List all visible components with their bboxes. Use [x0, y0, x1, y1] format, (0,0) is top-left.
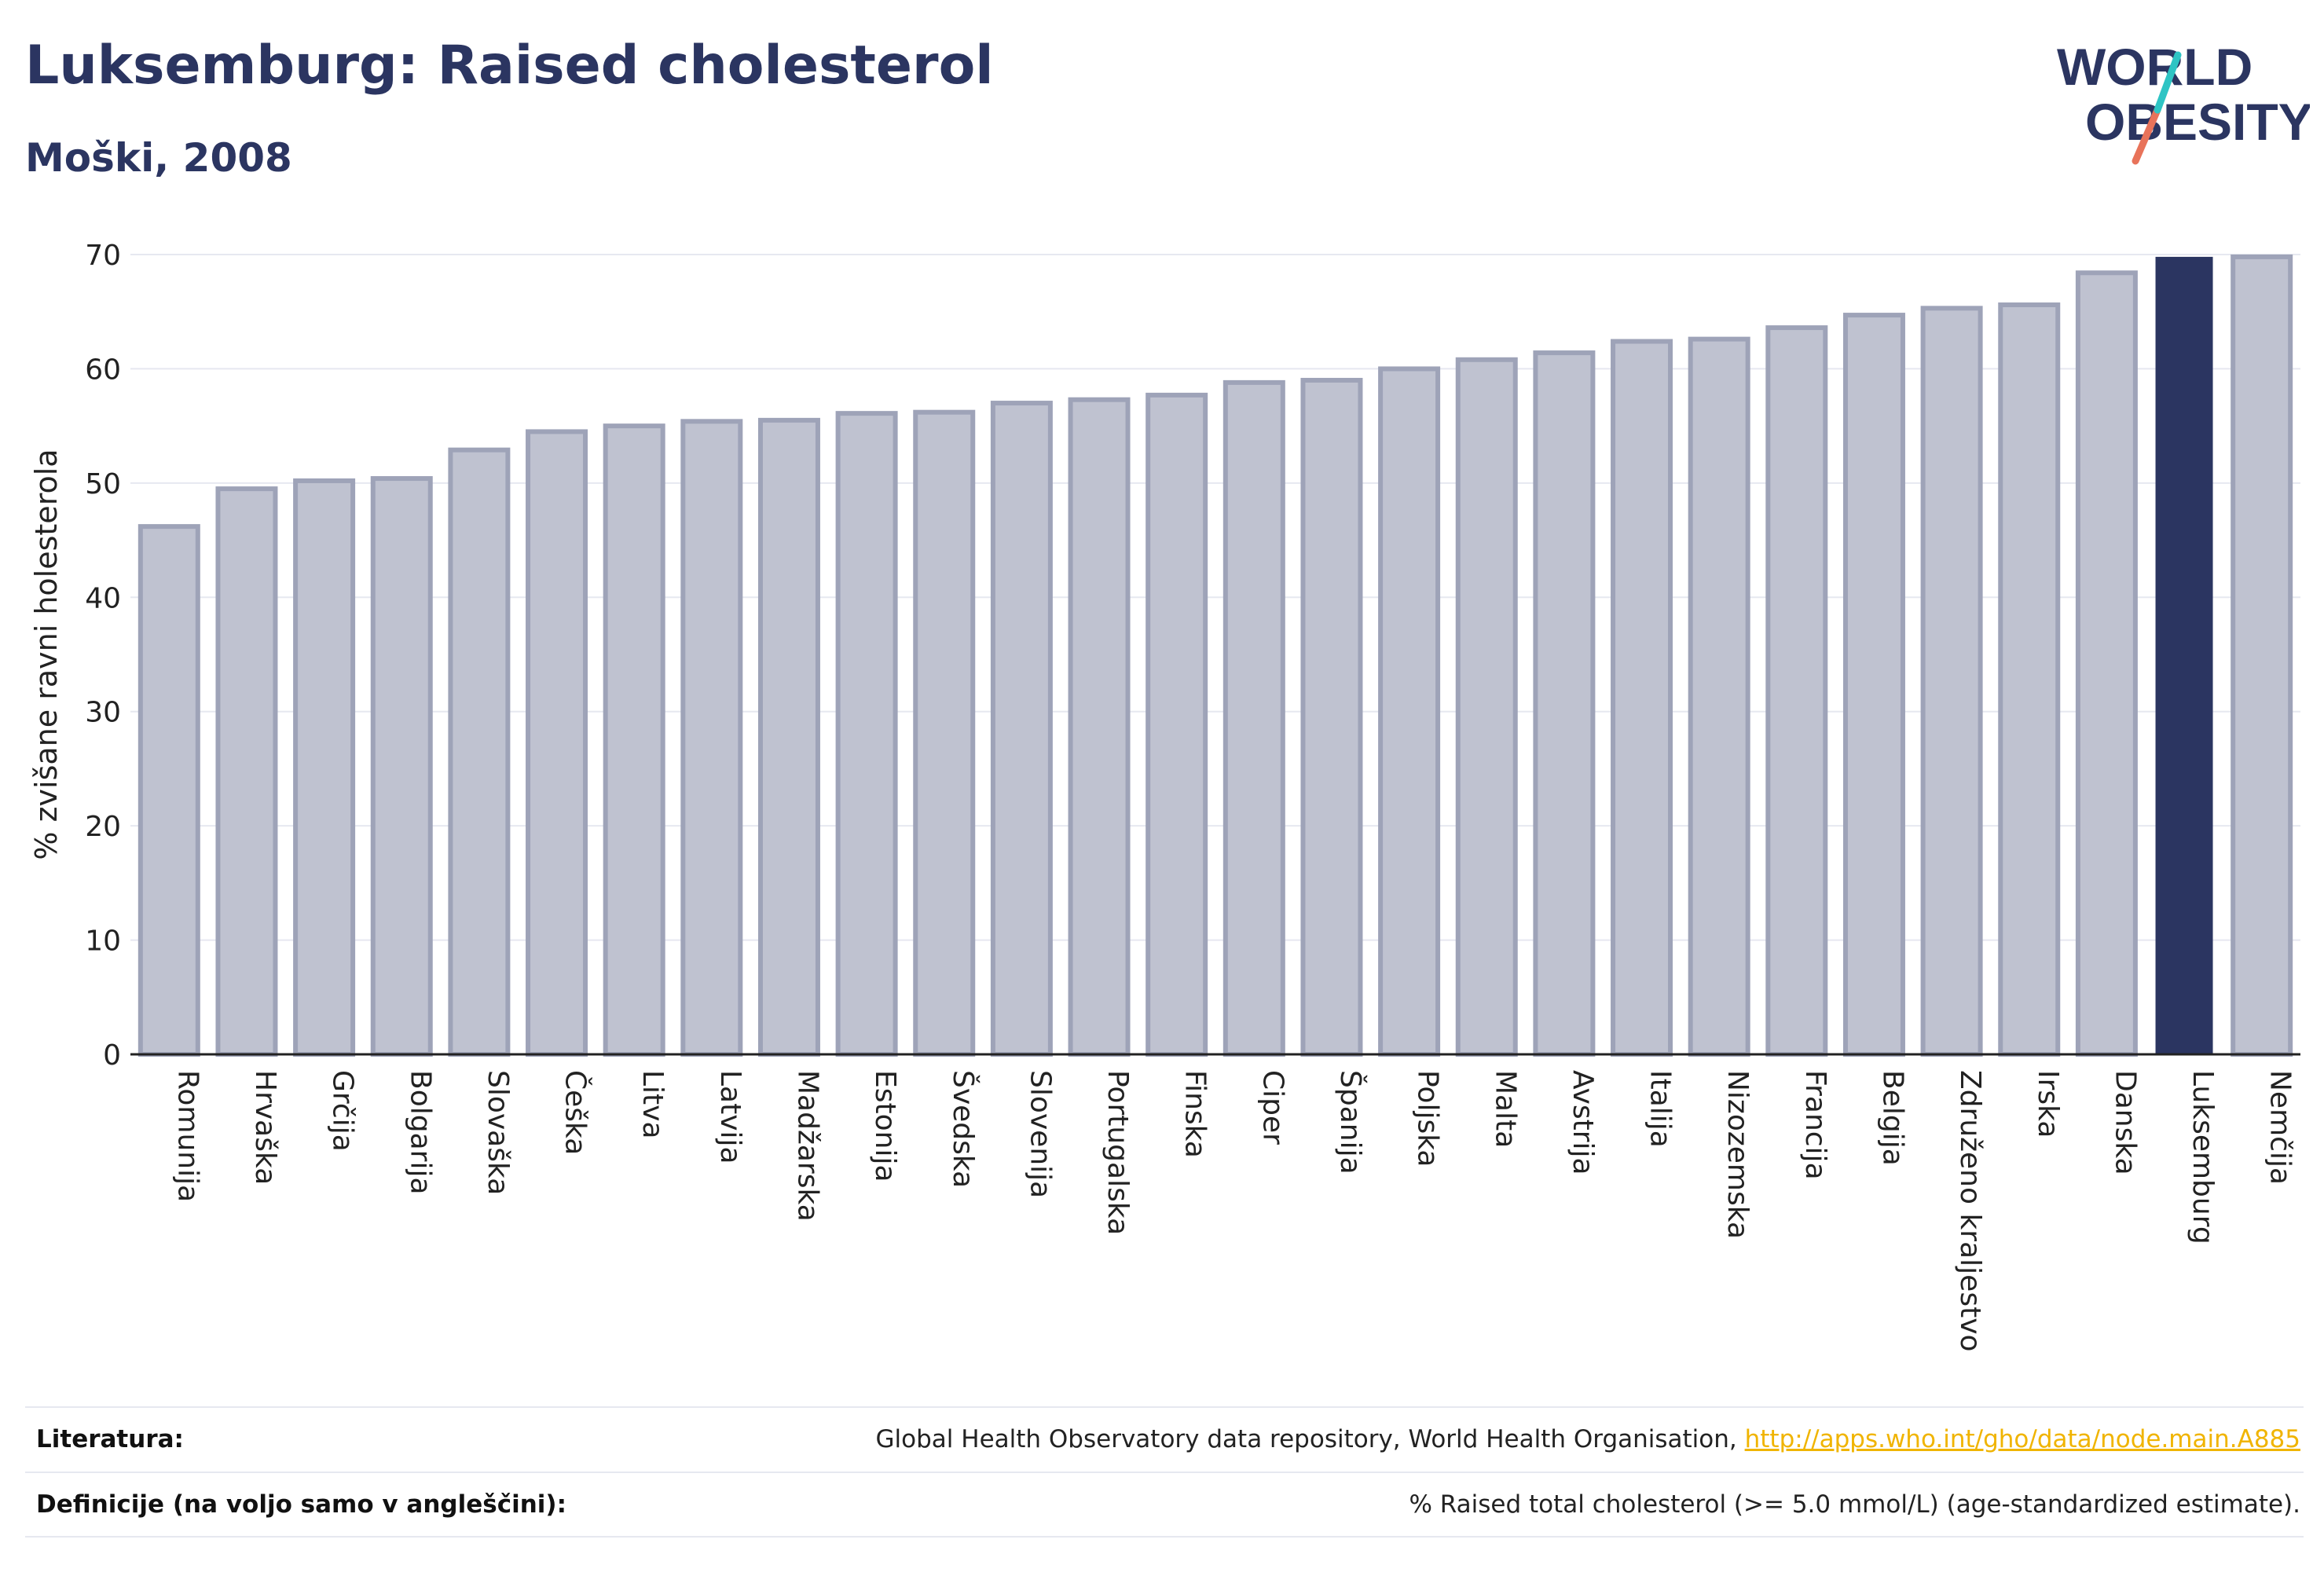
chart-subtitle: Moški, 2008 [25, 135, 292, 181]
y-tick-label: 0 [103, 1039, 121, 1072]
definition-label: Definicije (na voljo samo v angleščini): [36, 1490, 566, 1519]
bar [1146, 392, 1208, 1057]
x-tick-label: Španija [1334, 1070, 1367, 1175]
bar [680, 419, 743, 1057]
x-tick-label: Slovenija [1024, 1070, 1056, 1198]
x-tick-label: Švedska [947, 1070, 980, 1188]
source-value: Global Health Observatory data repositor… [876, 1425, 2300, 1453]
source-text: Global Health Observatory data repositor… [875, 1425, 1745, 1453]
logo-word-world: WORLD [2057, 38, 2253, 96]
bar [1920, 306, 1983, 1057]
x-tick-label: Romunija [171, 1070, 203, 1202]
x-tick-label: Češka [559, 1070, 592, 1155]
bar [1068, 397, 1131, 1057]
y-tick-label: 10 [85, 925, 121, 958]
footer-divider [25, 1472, 2304, 1473]
x-tick-label: Avstrija [1567, 1070, 1599, 1175]
bar [1611, 339, 1673, 1057]
bar [1998, 302, 2061, 1057]
bar [2075, 270, 2138, 1057]
definition-value: % Raised total cholesterol (>= 5.0 mmol/… [1409, 1490, 2300, 1519]
x-tick-label: Belgija [1876, 1070, 1908, 1166]
bar [1533, 350, 1596, 1057]
bar [1765, 325, 1828, 1057]
bar-chart: 0 10 20 30 40 50 60 70 % zvišane ravni holestero… [29, 240, 2300, 1352]
source-label: Literatura: [36, 1425, 184, 1453]
world-obesity-logo: WORLD OBESITY [2057, 38, 2310, 165]
y-tick-label: 70 [85, 240, 121, 272]
bar [526, 429, 588, 1057]
source-link[interactable]: http://apps.who.int/gho/data/node.main.A… [1744, 1425, 2300, 1453]
bar [835, 411, 898, 1057]
x-tick-label: Slovaška [482, 1070, 514, 1195]
bar [2231, 254, 2293, 1057]
logo-word-obesity: OBESITY [2085, 93, 2310, 151]
x-tick-label: Združeno kraljestvo [1954, 1070, 1986, 1352]
y-tick-label: 20 [85, 811, 121, 843]
y-tick-label: 40 [85, 582, 121, 614]
y-tick-label: 60 [85, 354, 121, 386]
x-tick-label: Poljska [1412, 1070, 1444, 1167]
footer-divider [25, 1536, 2304, 1538]
bar [1455, 357, 1518, 1057]
bar [1378, 366, 1441, 1057]
chart-title: Luksemburg: Raised cholesterol [25, 35, 994, 97]
footer-divider [25, 1406, 2304, 1408]
y-tick-label: 30 [85, 697, 121, 729]
x-tick-label: Malta [1489, 1070, 1521, 1148]
x-tick-label: Bolgarija [404, 1070, 436, 1195]
x-tick-label: Finska [1179, 1070, 1211, 1158]
x-tick-label: Hrvaška [249, 1070, 281, 1185]
bar [1688, 336, 1750, 1057]
x-tick-label: Nizozemska [1721, 1070, 1754, 1239]
bar [603, 423, 665, 1057]
x-tick-label: Latvija [714, 1070, 746, 1164]
x-tick-label: Portugalska [1102, 1070, 1134, 1235]
x-tick-label: Danska [2109, 1070, 2141, 1175]
bar [137, 524, 200, 1057]
bar [913, 409, 976, 1057]
bar [2155, 256, 2213, 1054]
bar [1842, 313, 1905, 1057]
x-tick-label: Irska [2032, 1070, 2064, 1138]
x-tick-label: Grčija [327, 1070, 359, 1152]
bar [215, 486, 278, 1057]
bar [370, 476, 433, 1057]
x-tick-label: Estonija [869, 1070, 901, 1182]
bar [1222, 379, 1285, 1057]
x-tick-label: Francija [1799, 1070, 1831, 1180]
x-tick-label: Ciper [1256, 1070, 1288, 1145]
x-tick-label: Madžarska [791, 1070, 823, 1222]
y-axis-title: % zvišane ravni holesterola [29, 449, 64, 859]
x-tick-label: Nemčija [2264, 1070, 2297, 1185]
bar [1300, 377, 1363, 1057]
x-tick-label: Italija [1644, 1070, 1677, 1148]
y-tick-label: 50 [85, 468, 121, 500]
bar [448, 447, 511, 1057]
bar [757, 417, 820, 1057]
x-tick-label: Litva [636, 1070, 669, 1139]
bar [293, 478, 356, 1057]
x-tick-label: Luksemburg [2187, 1070, 2219, 1244]
bar [990, 401, 1053, 1057]
